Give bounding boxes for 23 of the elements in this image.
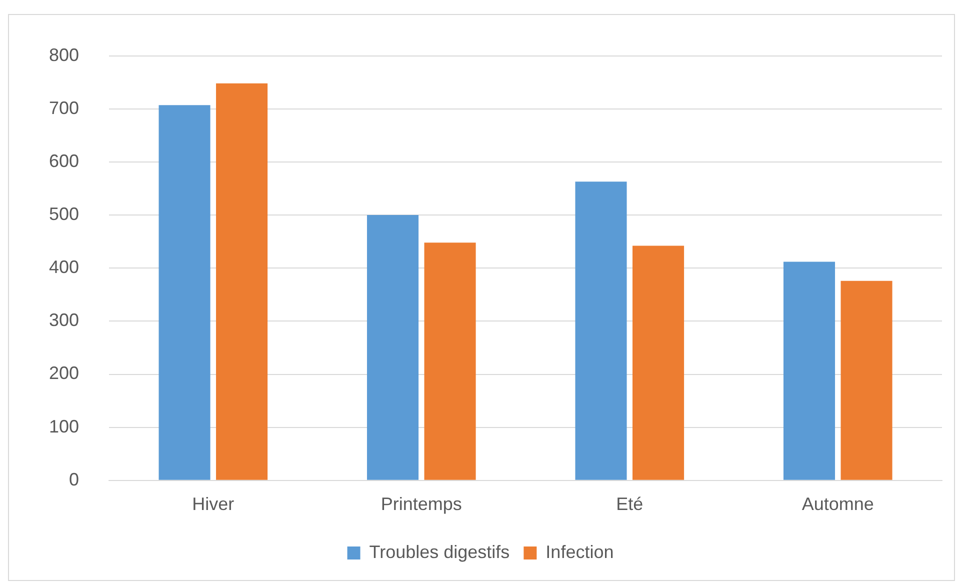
bar [158, 105, 210, 480]
y-tick-label: 800 [48, 44, 80, 65]
bar [840, 280, 892, 480]
legend-label: Infection [546, 542, 614, 562]
bar [424, 242, 476, 480]
legend-label: Troubles digestifs [369, 542, 510, 562]
y-tick-label: 500 [48, 204, 80, 224]
y-tick-label: 700 [48, 98, 80, 118]
y-tick-label: 200 [48, 363, 80, 384]
y-tick-label: 100 [48, 416, 80, 436]
bar [783, 262, 836, 480]
y-tick-label: 0 [69, 469, 80, 490]
x-tick-label: Hiver [192, 494, 234, 514]
bar [632, 246, 684, 480]
bar [216, 83, 268, 480]
x-tick-label: Printemps [380, 494, 462, 514]
x-tick-label: Automne [802, 494, 874, 514]
x-tick-label: Eté [616, 494, 644, 514]
bar [366, 215, 419, 480]
y-tick-label: 400 [48, 257, 80, 278]
bar [575, 182, 627, 480]
y-tick-label: 600 [48, 150, 80, 171]
y-tick-label: 300 [48, 310, 80, 330]
